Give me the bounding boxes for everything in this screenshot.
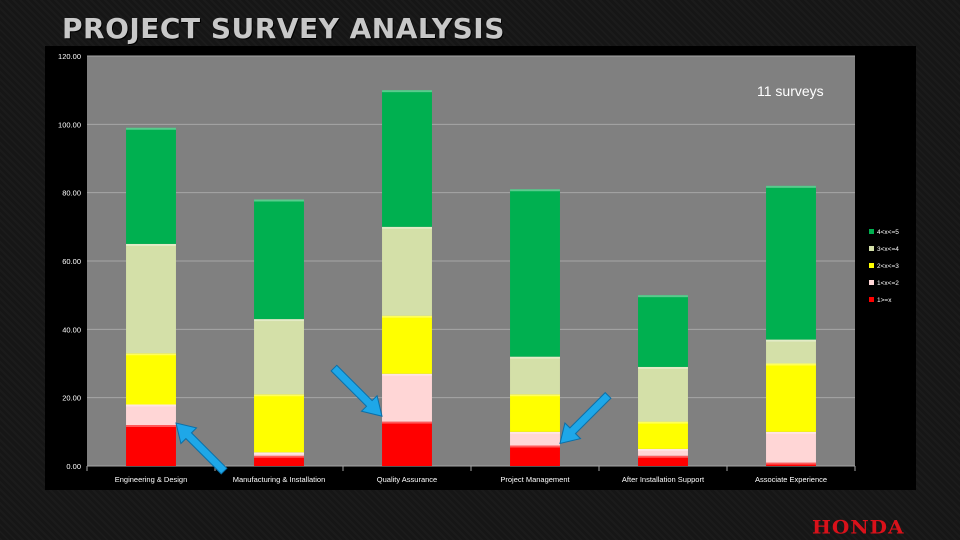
arrow-icon bbox=[175, 422, 228, 475]
legend-label: 1>=x bbox=[877, 297, 892, 304]
bar-segment-highlight bbox=[638, 295, 688, 298]
bar-segment bbox=[510, 394, 560, 432]
bar-segment bbox=[382, 315, 432, 374]
bar-segment bbox=[126, 404, 176, 425]
bar-segment-highlight bbox=[254, 452, 304, 455]
bar-segment bbox=[638, 295, 688, 367]
x-tick-label: Engineering & Design bbox=[115, 475, 188, 484]
bar-segment-highlight bbox=[510, 356, 560, 359]
legend-swatch bbox=[869, 297, 874, 302]
bar-segment bbox=[510, 356, 560, 395]
bar-segment-highlight bbox=[638, 421, 688, 424]
page-title: PROJECT SURVEY ANALYSIS bbox=[62, 12, 505, 45]
y-tick-label: 40.00 bbox=[62, 325, 81, 334]
bar-segment bbox=[766, 363, 816, 432]
bar-segment bbox=[382, 373, 432, 422]
legend-swatch bbox=[869, 229, 874, 234]
bar-segment-highlight bbox=[382, 373, 432, 376]
x-tick-label: Manufacturing & Installation bbox=[233, 475, 326, 484]
bar-segment bbox=[254, 319, 304, 395]
bar-segment bbox=[126, 243, 176, 354]
y-tick-label: 60.00 bbox=[62, 257, 81, 266]
legend-label: 1<x<=2 bbox=[877, 280, 899, 287]
legend-swatch bbox=[869, 246, 874, 251]
survey-count-annotation: 11 surveys bbox=[757, 83, 824, 99]
legend: 4<x<=5 3<x<=4 2<x<=3 1<x<=2 1>=x bbox=[869, 229, 899, 304]
bar-segment-highlight bbox=[254, 455, 304, 458]
bar-segment bbox=[766, 185, 816, 340]
bar-segment bbox=[126, 353, 176, 405]
bar-segment bbox=[382, 421, 432, 466]
bar-segment-highlight bbox=[766, 185, 816, 188]
bar-segment-highlight bbox=[254, 319, 304, 322]
y-tick-label: 0.00 bbox=[66, 462, 81, 471]
y-axis-tick-labels: 0.00 20.00 40.00 60.00 80.00 100.00 120.00 bbox=[58, 52, 81, 471]
bar-segment bbox=[254, 394, 304, 453]
annotation-arrows bbox=[175, 364, 612, 475]
bars bbox=[126, 90, 816, 466]
bar-segment bbox=[126, 425, 176, 466]
bar-segment bbox=[638, 366, 688, 422]
bar-segment bbox=[766, 462, 816, 466]
legend-swatch bbox=[869, 280, 874, 285]
bar-segment-highlight bbox=[510, 431, 560, 434]
honda-logo: HONDA bbox=[812, 515, 905, 539]
bar-segment bbox=[254, 455, 304, 466]
bar-segment-highlight bbox=[382, 421, 432, 424]
bar-segment-highlight bbox=[510, 189, 560, 192]
bar-segment bbox=[638, 448, 688, 456]
bar-segment bbox=[510, 445, 560, 466]
bar-segment bbox=[126, 127, 176, 244]
bar-segment-highlight bbox=[254, 199, 304, 202]
bar-segment bbox=[510, 189, 560, 357]
legend-label: 3<x<=4 bbox=[877, 246, 899, 253]
bar-segment-highlight bbox=[766, 339, 816, 342]
legend-label: 4<x<=5 bbox=[877, 229, 899, 236]
bar-segment-highlight bbox=[510, 445, 560, 448]
bar-segment-highlight bbox=[126, 353, 176, 356]
bar-segment-highlight bbox=[766, 431, 816, 434]
bar-segment-highlight bbox=[126, 425, 176, 427]
arrow-icon bbox=[559, 391, 612, 445]
x-tick-label: After Installation Support bbox=[622, 475, 705, 484]
bar-segment bbox=[638, 455, 688, 466]
y-tick-label: 120.00 bbox=[58, 52, 81, 61]
y-tick-label: 100.00 bbox=[58, 120, 81, 129]
bar-segment-highlight bbox=[382, 226, 432, 229]
bar-segment-highlight bbox=[510, 394, 560, 397]
bar-segment-highlight bbox=[638, 448, 688, 451]
bar-segment bbox=[638, 421, 688, 449]
bar-segment bbox=[510, 431, 560, 446]
x-tick-label: Quality Assurance bbox=[377, 475, 437, 484]
bar-segment-highlight bbox=[126, 127, 176, 130]
bar-segment-highlight bbox=[638, 455, 688, 458]
bar-segment-highlight bbox=[126, 404, 176, 407]
x-axis-tick-labels: Engineering & Design Manufacturing & Inst… bbox=[115, 475, 827, 484]
y-tick-label: 80.00 bbox=[62, 189, 81, 198]
legend-label: 2<x<=3 bbox=[877, 263, 899, 270]
legend-swatch bbox=[869, 263, 874, 268]
y-tick-label: 20.00 bbox=[62, 394, 81, 403]
bar-segment bbox=[766, 339, 816, 364]
bar-segment bbox=[766, 431, 816, 463]
chart-frame: 0.00 20.00 40.00 60.00 80.00 100.00 120.00 Eng… bbox=[45, 46, 916, 490]
bar-segment-highlight bbox=[638, 366, 688, 369]
bar-segment bbox=[382, 90, 432, 227]
bar-segment bbox=[254, 199, 304, 320]
x-tick-label: Project Management bbox=[500, 475, 570, 484]
x-tick-label: Associate Experience bbox=[755, 475, 827, 484]
bar-segment-highlight bbox=[126, 243, 176, 246]
bar-segment bbox=[382, 226, 432, 316]
arrow-icon bbox=[330, 364, 383, 417]
stacked-bar-chart: 0.00 20.00 40.00 60.00 80.00 100.00 120.00 Eng… bbox=[58, 52, 899, 484]
bar-segment-highlight bbox=[382, 315, 432, 318]
bar-segment-highlight bbox=[382, 90, 432, 93]
bar-segment-highlight bbox=[254, 394, 304, 397]
bar-segment-highlight bbox=[766, 462, 816, 465]
bar-segment bbox=[254, 452, 304, 456]
bar-segment-highlight bbox=[766, 363, 816, 366]
